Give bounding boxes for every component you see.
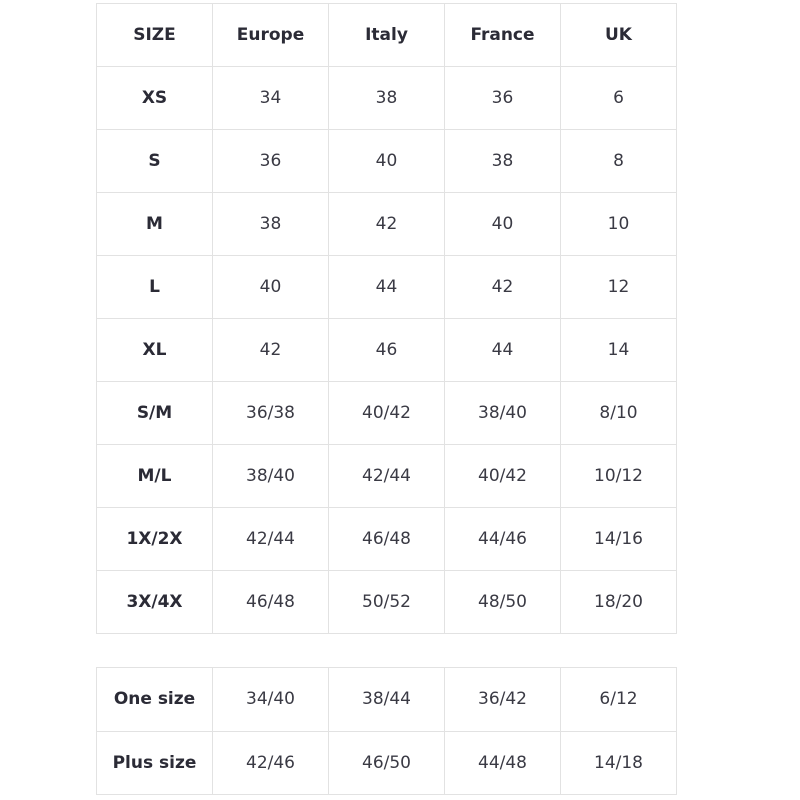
table-row: 3X/4X 46/48 50/52 48/50 18/20 bbox=[96, 570, 677, 634]
size-label-cell: S bbox=[96, 129, 213, 193]
size-value-cell: 10 bbox=[560, 192, 677, 256]
size-value-cell: 8 bbox=[560, 129, 677, 193]
size-value-cell: 38/40 bbox=[212, 444, 329, 508]
size-label-cell: 1X/2X bbox=[96, 507, 213, 571]
size-value-cell: 10/12 bbox=[560, 444, 677, 508]
column-header: France bbox=[444, 3, 561, 67]
table-row: Plus size 42/46 46/50 44/48 14/18 bbox=[96, 730, 677, 795]
size-value-cell: 38 bbox=[328, 66, 445, 130]
size-value-cell: 40/42 bbox=[444, 444, 561, 508]
size-value-cell: 44/48 bbox=[444, 730, 561, 795]
size-value-cell: 40 bbox=[444, 192, 561, 256]
size-value-cell: 40 bbox=[328, 129, 445, 193]
size-value-cell: 18/20 bbox=[560, 570, 677, 634]
size-value-cell: 14/16 bbox=[560, 507, 677, 571]
size-value-cell: 44/46 bbox=[444, 507, 561, 571]
size-value-cell: 46/48 bbox=[328, 507, 445, 571]
size-value-cell: 36/38 bbox=[212, 381, 329, 445]
size-value-cell: 14/18 bbox=[560, 730, 677, 795]
size-label-cell: M bbox=[96, 192, 213, 256]
size-label-cell: L bbox=[96, 255, 213, 319]
size-value-cell: 12 bbox=[560, 255, 677, 319]
size-value-cell: 36 bbox=[212, 129, 329, 193]
size-value-cell: 38 bbox=[444, 129, 561, 193]
size-value-cell: 8/10 bbox=[560, 381, 677, 445]
size-label-cell: Plus size bbox=[96, 730, 213, 795]
table-row: S/M 36/38 40/42 38/40 8/10 bbox=[96, 381, 677, 445]
size-value-cell: 48/50 bbox=[444, 570, 561, 634]
size-value-cell: 46/48 bbox=[212, 570, 329, 634]
size-value-cell: 42/46 bbox=[212, 730, 329, 795]
size-value-cell: 46/50 bbox=[328, 730, 445, 795]
column-header: Europe bbox=[212, 3, 329, 67]
table-row: XL 42 46 44 14 bbox=[96, 318, 677, 382]
size-value-cell: 36/42 bbox=[444, 667, 561, 732]
size-value-cell: 14 bbox=[560, 318, 677, 382]
table-row: M 38 42 40 10 bbox=[96, 192, 677, 256]
size-value-cell: 40 bbox=[212, 255, 329, 319]
size-value-cell: 46 bbox=[328, 318, 445, 382]
table-row: M/L 38/40 42/44 40/42 10/12 bbox=[96, 444, 677, 508]
size-value-cell: 42 bbox=[328, 192, 445, 256]
table-row: L 40 44 42 12 bbox=[96, 255, 677, 319]
size-label-cell: S/M bbox=[96, 381, 213, 445]
size-value-cell: 34/40 bbox=[212, 667, 329, 732]
size-value-cell: 42 bbox=[444, 255, 561, 319]
size-label-cell: 3X/4X bbox=[96, 570, 213, 634]
column-header: Italy bbox=[328, 3, 445, 67]
size-label-cell: XL bbox=[96, 318, 213, 382]
size-value-cell: 36 bbox=[444, 66, 561, 130]
size-label-cell: M/L bbox=[96, 444, 213, 508]
size-value-cell: 42 bbox=[212, 318, 329, 382]
size-value-cell: 42/44 bbox=[328, 444, 445, 508]
size-value-cell: 50/52 bbox=[328, 570, 445, 634]
size-conversion-table: SIZE Europe Italy France UK XS 34 38 36 6 S 36 40 38… bbox=[96, 3, 677, 634]
table-header-row: SIZE Europe Italy France UK bbox=[96, 3, 677, 67]
size-value-cell: 34 bbox=[212, 66, 329, 130]
column-header: SIZE bbox=[96, 3, 213, 67]
table-row: XS 34 38 36 6 bbox=[96, 66, 677, 130]
size-value-cell: 44 bbox=[328, 255, 445, 319]
size-value-cell: 40/42 bbox=[328, 381, 445, 445]
table-row: S 36 40 38 8 bbox=[96, 129, 677, 193]
table-row: 1X/2X 42/44 46/48 44/46 14/16 bbox=[96, 507, 677, 571]
size-value-cell: 6/12 bbox=[560, 667, 677, 732]
special-size-table: One size 34/40 38/44 36/42 6/12 Plus size 42/4… bbox=[96, 667, 677, 795]
size-value-cell: 38/40 bbox=[444, 381, 561, 445]
size-value-cell: 38/44 bbox=[328, 667, 445, 732]
size-value-cell: 6 bbox=[560, 66, 677, 130]
table-row: One size 34/40 38/44 36/42 6/12 bbox=[96, 667, 677, 732]
size-value-cell: 38 bbox=[212, 192, 329, 256]
column-header: UK bbox=[560, 3, 677, 67]
size-value-cell: 42/44 bbox=[212, 507, 329, 571]
size-label-cell: XS bbox=[96, 66, 213, 130]
size-label-cell: One size bbox=[96, 667, 213, 732]
size-value-cell: 44 bbox=[444, 318, 561, 382]
